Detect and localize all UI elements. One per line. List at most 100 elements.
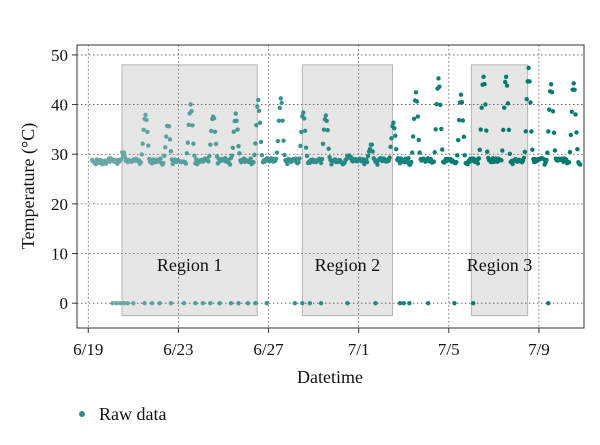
data-point (212, 129, 218, 135)
data-point (302, 116, 307, 121)
data-point (375, 162, 380, 167)
data-point (502, 79, 508, 85)
data-point (208, 142, 213, 147)
zero-reading-point (217, 300, 222, 306)
data-point (551, 130, 557, 135)
zero-reading-point (117, 300, 123, 306)
data-point (259, 152, 265, 158)
y-tick-label: 40 (51, 96, 68, 115)
data-point (188, 102, 193, 107)
data-point (184, 151, 190, 156)
data-point (569, 109, 574, 115)
data-point (145, 129, 150, 135)
data-point (143, 112, 148, 118)
legend-marker (79, 411, 85, 417)
data-point (274, 150, 280, 155)
data-point (237, 151, 242, 156)
data-point (503, 74, 509, 80)
zero-reading-point (292, 300, 298, 306)
data-point (437, 84, 442, 89)
data-point (461, 134, 467, 140)
data-point (552, 148, 558, 153)
data-point (279, 100, 284, 106)
zero-reading-point (131, 300, 136, 306)
data-point (248, 156, 253, 161)
data-point (236, 143, 241, 149)
data-point (183, 161, 189, 166)
data-point (206, 159, 211, 164)
data-point (409, 159, 414, 165)
zero-reading-point (245, 300, 251, 306)
data-point (527, 79, 532, 84)
data-point (417, 150, 422, 155)
data-point (256, 108, 262, 113)
data-point (190, 123, 195, 128)
data-point (475, 161, 481, 166)
data-point (192, 153, 197, 158)
data-point (506, 127, 512, 133)
zero-reading-point (425, 300, 431, 306)
data-point (186, 122, 191, 127)
region-3-label: Region 3 (467, 255, 533, 275)
data-point (321, 127, 327, 132)
data-point (568, 132, 574, 138)
data-point (504, 83, 510, 88)
data-point (483, 102, 488, 107)
data-point (567, 149, 573, 155)
data-point (566, 160, 572, 165)
x-tick-label: 6/19 (73, 340, 103, 359)
data-point (460, 118, 466, 123)
data-point (138, 160, 144, 165)
data-point (257, 120, 263, 125)
data-point (573, 112, 578, 117)
zero-reading-point (407, 300, 412, 306)
data-point (505, 101, 511, 106)
zero-reading-point (125, 300, 130, 306)
x-tick-label: 7/9 (528, 340, 550, 359)
data-point (168, 149, 174, 154)
data-point (251, 160, 256, 165)
data-point (256, 97, 261, 103)
plot-frame (76, 44, 585, 329)
zero-reading-point (142, 300, 147, 306)
zero-reading-point (208, 300, 213, 306)
data-point (545, 150, 550, 155)
y-tick-label: 20 (51, 195, 68, 214)
data-point (278, 96, 283, 101)
data-point (302, 128, 308, 133)
data-point (329, 162, 334, 167)
data-point (485, 149, 490, 154)
data-point (572, 87, 577, 92)
data-point (409, 150, 415, 155)
region-1-label: Region 1 (157, 255, 223, 275)
data-point (140, 141, 145, 146)
data-point (369, 142, 375, 147)
data-point (273, 156, 279, 162)
data-point (299, 129, 304, 135)
data-point (454, 159, 459, 165)
data-point (436, 76, 441, 81)
data-point (303, 145, 309, 150)
legend-label: Raw data (99, 404, 166, 424)
data-point (523, 129, 528, 134)
data-point (544, 157, 549, 163)
data-point (141, 127, 146, 133)
data-point (211, 116, 217, 121)
data-point (275, 138, 281, 144)
data-point (411, 116, 417, 121)
x-axis-title: Datetime (297, 367, 363, 387)
data-points (89, 65, 583, 306)
data-point (484, 128, 489, 133)
zero-reading-point (452, 300, 457, 306)
data-point (481, 74, 486, 80)
data-point (528, 100, 533, 105)
zero-reading-point (110, 300, 115, 306)
data-point (293, 156, 298, 161)
y-tick-label: 30 (51, 145, 68, 164)
data-point (285, 161, 290, 167)
data-point (507, 151, 513, 156)
data-point (189, 108, 194, 114)
data-point (388, 144, 393, 150)
data-point (185, 140, 190, 145)
